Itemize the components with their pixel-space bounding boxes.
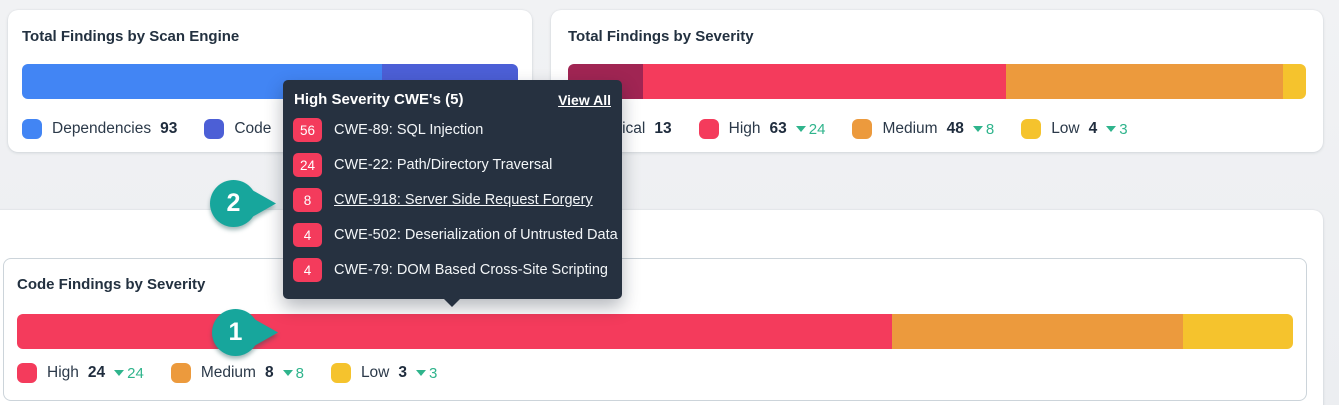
cwe-row-path-traversal[interactable]: 24 CWE-22: Path/Directory Traversal: [293, 153, 612, 177]
delta-count: 8: [295, 364, 304, 382]
low-swatch: [330, 363, 351, 383]
legend-item-low[interactable]: Low 4 3: [1021, 119, 1128, 139]
cwe-count-badge: 24: [293, 153, 322, 177]
decrease-indicator: 3: [416, 365, 437, 382]
legend-label: Medium: [882, 120, 938, 137]
legend-item-low[interactable]: Low 3 3: [330, 363, 437, 383]
bar-segment-low[interactable]: [1183, 314, 1293, 349]
decrease-indicator: 3: [1106, 120, 1128, 138]
legend-label: High: [47, 364, 79, 381]
cwe-count-badge: 8: [293, 188, 322, 212]
legend-count: 4: [1088, 120, 1098, 137]
marker-number: 1: [228, 318, 243, 346]
delta-count: 3: [1119, 120, 1128, 138]
down-arrow-icon: [416, 370, 426, 376]
legend-item-high[interactable]: High 24 24: [17, 363, 144, 383]
legend-label: Code: [234, 120, 272, 137]
severity-bar: [568, 64, 1306, 99]
cwe-count-badge: 4: [293, 258, 322, 282]
down-arrow-icon: [1106, 126, 1117, 132]
delta-count: 8: [985, 120, 995, 138]
down-arrow-icon: [282, 370, 293, 376]
teardrop-pointer-icon: [210, 180, 276, 227]
cwe-label: CWE-79: DOM Based Cross-Site Scripting: [334, 262, 608, 278]
medium-swatch: [170, 363, 191, 383]
legend-count: 13: [654, 120, 672, 137]
marker-number: 2: [226, 189, 241, 217]
code-findings-bar: [17, 314, 1293, 349]
annotation-marker-1: 1: [212, 309, 278, 356]
bar-segment-high[interactable]: [17, 314, 893, 349]
bottom-panel: Code Findings by Severity High 24 24 Med…: [0, 210, 1323, 405]
legend-item-high[interactable]: High 63 24: [698, 119, 826, 139]
bar-segment-medium[interactable]: [892, 314, 1184, 349]
scan-engine-card-title: Total Findings by Scan Engine: [22, 28, 240, 45]
cwe-tooltip-title: High Severity CWE's (5): [294, 91, 464, 108]
delta-count: 24: [127, 364, 144, 382]
cwe-label: CWE-502: Deserialization of Untrusted Da…: [334, 227, 618, 243]
legend-label: Low: [360, 364, 390, 381]
legend-count: 3: [398, 364, 407, 381]
legend-item-code[interactable]: Code: [204, 119, 280, 139]
legend-count: 63: [769, 120, 787, 137]
legend-item-medium[interactable]: Medium 48 8: [852, 119, 994, 139]
legend-label: Medium: [200, 364, 256, 381]
scan-engine-legend: Dependencies 93 Code: [22, 119, 518, 139]
cwe-row-sql-injection[interactable]: 56 CWE-89: SQL Injection: [293, 118, 612, 142]
legend-count: 24: [87, 364, 106, 381]
decrease-indicator: 24: [795, 120, 826, 138]
legend-item-dependencies[interactable]: Dependencies 93: [22, 119, 177, 139]
cwe-row-ssrf[interactable]: 8 CWE-918: Server Side Request Forgery: [293, 188, 612, 212]
legend-label: Dependencies: [52, 120, 152, 137]
high-swatch: [698, 119, 719, 139]
severity-card-title: Total Findings by Severity: [568, 28, 754, 45]
view-all-link[interactable]: View All: [558, 91, 611, 108]
code-findings-legend: High 24 24 Medium 8 8: [17, 363, 1293, 383]
cwe-count-badge: 4: [293, 223, 322, 247]
cwe-label-hovered: CWE-918: Server Side Request Forgery: [334, 192, 593, 208]
delta-count: 24: [808, 120, 826, 138]
severity-legend: Critical 13 High 63 24 Medium 48 8: [568, 119, 1306, 139]
down-arrow-icon: [972, 126, 983, 132]
cwe-tooltip: High Severity CWE's (5) View All 56 CWE-…: [283, 80, 622, 307]
cwe-row-deserialization[interactable]: 4 CWE-502: Deserialization of Untrusted …: [293, 223, 618, 247]
decrease-indicator: 8: [282, 364, 304, 382]
legend-count: 8: [264, 364, 274, 381]
decrease-indicator: 24: [114, 365, 144, 382]
legend-count: 93: [160, 120, 178, 137]
cwe-count-badge: 56: [293, 118, 322, 142]
legend-label: High: [728, 120, 761, 137]
severity-card: Total Findings by Severity Critical 13 H…: [551, 10, 1323, 152]
bar-segment-medium[interactable]: [1006, 64, 1284, 99]
decrease-indicator: 8: [972, 120, 995, 138]
legend-item-medium[interactable]: Medium 8 8: [170, 363, 304, 383]
bar-segment-high[interactable]: [643, 64, 1007, 99]
annotation-marker-2: 2: [210, 180, 276, 227]
down-arrow-icon: [795, 126, 806, 132]
legend-label: Low: [1051, 120, 1080, 137]
cwe-label: CWE-89: SQL Injection: [334, 122, 484, 138]
medium-swatch: [852, 119, 873, 139]
tooltip-caret: [443, 298, 461, 307]
code-findings-card-title: Code Findings by Severity: [17, 276, 206, 293]
delta-count: 3: [429, 364, 438, 382]
legend-count: 48: [946, 120, 964, 137]
cwe-label: CWE-22: Path/Directory Traversal: [334, 157, 553, 173]
teardrop-pointer-icon: [212, 309, 278, 356]
bar-segment-low[interactable]: [1283, 64, 1306, 99]
cwe-tooltip-header: High Severity CWE's (5) View All: [293, 89, 612, 108]
code-swatch: [204, 119, 225, 139]
dependencies-swatch: [22, 119, 42, 139]
high-swatch: [17, 363, 37, 383]
low-swatch: [1021, 119, 1042, 139]
code-findings-card: Code Findings by Severity High 24 24 Med…: [3, 258, 1307, 401]
down-arrow-icon: [114, 370, 125, 376]
cwe-row-dom-xss[interactable]: 4 CWE-79: DOM Based Cross-Site Scripting: [293, 258, 612, 282]
